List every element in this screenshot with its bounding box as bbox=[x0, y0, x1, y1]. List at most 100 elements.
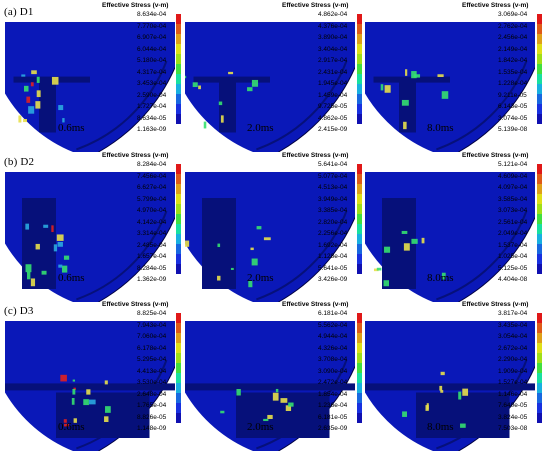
colorbar-segment bbox=[537, 164, 542, 174]
colorbar-tick-label: 1.657e-04 bbox=[137, 253, 166, 260]
colorbar-tick-label: 1.537e-04 bbox=[498, 242, 527, 249]
colorbar-segment bbox=[176, 94, 181, 104]
colorbar-segment bbox=[357, 373, 362, 383]
stress-concentration bbox=[220, 411, 224, 414]
colorbar-tick-label: 5.562e-04 bbox=[318, 322, 347, 329]
colorbar-segment bbox=[357, 353, 362, 363]
colorbar-title: Effective Stress (v-m) bbox=[102, 152, 168, 159]
colorbar-title: Effective Stress (v-m) bbox=[102, 2, 168, 9]
colorbar-tick-label: 4.970e-04 bbox=[137, 207, 166, 214]
colorbar-tick-label: 3.073e-04 bbox=[498, 207, 527, 214]
colorbar-segment bbox=[176, 204, 181, 214]
stress-concentration bbox=[31, 70, 37, 74]
colorbar-segment bbox=[537, 383, 542, 393]
stress-concentration bbox=[105, 380, 108, 384]
colorbar-segment bbox=[176, 333, 181, 343]
stress-concentration bbox=[83, 399, 89, 405]
colorbar-title: Effective Stress (v-m) bbox=[282, 301, 348, 308]
colorbar-segment bbox=[537, 264, 542, 274]
stress-concentration bbox=[411, 239, 417, 244]
time-label: 8.0ms bbox=[427, 421, 454, 433]
stress-concentration bbox=[104, 416, 108, 422]
colorbar-segment bbox=[537, 403, 542, 413]
colorbar-segment bbox=[176, 194, 181, 204]
stress-concentration bbox=[89, 400, 96, 405]
time-label: 0.6ms bbox=[58, 122, 85, 134]
colorbar-title: Effective Stress (v-m) bbox=[282, 2, 348, 9]
colorbar-title: Effective Stress (v-m) bbox=[462, 301, 528, 308]
colorbar-title: Effective Stress (v-m) bbox=[102, 301, 168, 308]
colorbar-tick-label: 7.770e-04 bbox=[137, 23, 166, 30]
colorbar-tick-label: 4.609e-04 bbox=[498, 173, 527, 180]
stress-concentration bbox=[385, 85, 391, 93]
stress-concentration bbox=[403, 122, 407, 129]
colorbar-segment bbox=[176, 24, 181, 34]
colorbar-segment bbox=[537, 174, 542, 184]
colorbar-tick-label: 1.459e-04 bbox=[318, 92, 347, 99]
t-column bbox=[39, 81, 56, 133]
colorbar-tick-label: 2.415e-09 bbox=[318, 126, 347, 133]
colorbar-segment bbox=[357, 14, 362, 24]
colorbar-tick-label: 2.149e-04 bbox=[498, 46, 527, 53]
colorbar-tick-label: 5.799e-04 bbox=[137, 196, 166, 203]
stress-concentration bbox=[58, 265, 62, 268]
colorbar-tick-label: 2.290e-04 bbox=[498, 356, 527, 363]
colorbar-tick-label: 6.627e-04 bbox=[137, 184, 166, 191]
colorbar-tick-label: 2.456e-04 bbox=[498, 34, 527, 41]
stress-concentration bbox=[247, 87, 252, 91]
colorbar-title: Effective Stress (v-m) bbox=[282, 152, 348, 159]
colorbar-segment bbox=[357, 54, 362, 64]
colorbar-tick-label: 1.692e-04 bbox=[318, 242, 347, 249]
stress-concentration bbox=[57, 234, 64, 240]
colorbar-tick-label: 2.590e-04 bbox=[137, 92, 166, 99]
colorbar-tick-label: 1.163e-09 bbox=[137, 126, 166, 133]
colorbar-tick-label: 5.641e-04 bbox=[318, 161, 347, 168]
colorbar-segment bbox=[537, 194, 542, 204]
colorbar-segment bbox=[176, 403, 181, 413]
colorbar-tick-label: 8.634e-05 bbox=[137, 115, 166, 122]
stress-concentration bbox=[204, 122, 207, 129]
colorbar-segment bbox=[357, 24, 362, 34]
colorbar-tick-label: 2.485e-04 bbox=[137, 242, 166, 249]
colorbar-tick-label: 3.949e-04 bbox=[318, 196, 347, 203]
stress-concentration bbox=[384, 280, 389, 286]
colorbar-tick-label: 4.862e-05 bbox=[318, 115, 347, 122]
colorbar bbox=[537, 14, 542, 124]
colorbar-tick-label: 4.326e-04 bbox=[318, 345, 347, 352]
colorbar-segment bbox=[176, 214, 181, 224]
colorbar-segment bbox=[176, 234, 181, 244]
colorbar-segment bbox=[176, 313, 181, 323]
stress-concentration bbox=[60, 375, 67, 382]
colorbar-segment bbox=[176, 64, 181, 74]
time-label: 2.0ms bbox=[247, 272, 274, 284]
stress-concentration bbox=[54, 244, 57, 251]
colorbar-segment bbox=[176, 104, 181, 114]
colorbar-tick-label: 2.472e-04 bbox=[318, 379, 347, 386]
stress-concentration bbox=[73, 380, 75, 382]
colorbar-title: Effective Stress (v-m) bbox=[462, 2, 528, 9]
stress-concentration bbox=[228, 72, 233, 74]
colorbar-segment bbox=[537, 244, 542, 254]
stress-concentration bbox=[58, 105, 63, 110]
colorbar-segment bbox=[537, 34, 542, 44]
colorbar-segment bbox=[176, 174, 181, 184]
colorbar-segment bbox=[357, 174, 362, 184]
stress-concentration bbox=[72, 389, 75, 395]
stress-concentration bbox=[64, 256, 69, 260]
colorbar-segment bbox=[176, 323, 181, 333]
stress-concentration bbox=[440, 390, 443, 393]
colorbar-segment bbox=[537, 413, 542, 423]
colorbar-segment bbox=[537, 333, 542, 343]
colorbar-segment bbox=[537, 44, 542, 54]
stress-concentration bbox=[27, 272, 30, 280]
colorbar-segment bbox=[176, 114, 181, 124]
stress-concentration bbox=[402, 100, 409, 106]
colorbar-tick-label: 3.817e-04 bbox=[498, 310, 527, 317]
stress-concentration bbox=[219, 102, 222, 106]
stress-concentration bbox=[252, 80, 258, 87]
colorbar-tick-label: 1.527e-04 bbox=[498, 379, 527, 386]
colorbar-tick-label: 1.146e-04 bbox=[498, 391, 527, 398]
colorbar-segment bbox=[176, 54, 181, 64]
stress-concentration bbox=[439, 386, 442, 391]
